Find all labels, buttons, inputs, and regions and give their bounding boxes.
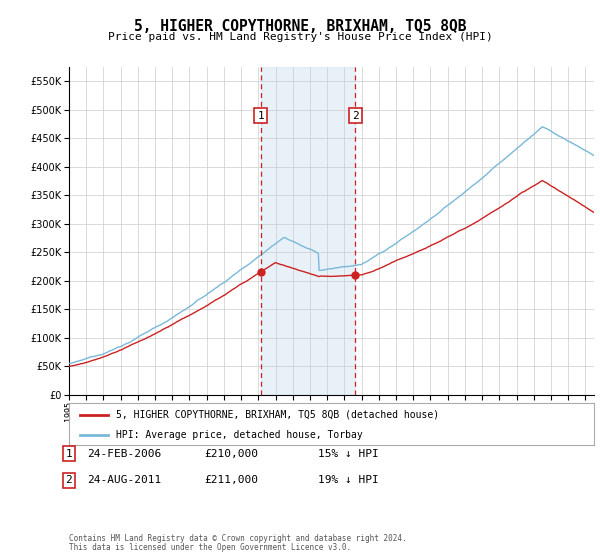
Text: 1: 1 [257, 111, 264, 120]
Text: £211,000: £211,000 [204, 475, 258, 486]
Bar [260, 67, 355, 395]
Text: 2: 2 [65, 475, 73, 486]
Text: 2: 2 [352, 111, 359, 120]
Text: 5, HIGHER COPYTHORNE, BRIXHAM, TQ5 8QB (detached house): 5, HIGHER COPYTHORNE, BRIXHAM, TQ5 8QB (… [116, 410, 439, 420]
Text: 15% ↓ HPI: 15% ↓ HPI [318, 449, 379, 459]
Text: Price paid vs. HM Land Registry's House Price Index (HPI): Price paid vs. HM Land Registry's House … [107, 32, 493, 43]
Text: Contains HM Land Registry data © Crown copyright and database right 2024.: Contains HM Land Registry data © Crown c… [69, 534, 407, 543]
Text: HPI: Average price, detached house, Torbay: HPI: Average price, detached house, Torb… [116, 430, 363, 440]
Text: £210,000: £210,000 [204, 449, 258, 459]
Text: 5, HIGHER COPYTHORNE, BRIXHAM, TQ5 8QB: 5, HIGHER COPYTHORNE, BRIXHAM, TQ5 8QB [134, 19, 466, 34]
Text: 19% ↓ HPI: 19% ↓ HPI [318, 475, 379, 486]
Text: This data is licensed under the Open Government Licence v3.0.: This data is licensed under the Open Gov… [69, 543, 351, 552]
Text: 24-FEB-2006: 24-FEB-2006 [87, 449, 161, 459]
Text: 1: 1 [65, 449, 73, 459]
Text: 24-AUG-2011: 24-AUG-2011 [87, 475, 161, 486]
